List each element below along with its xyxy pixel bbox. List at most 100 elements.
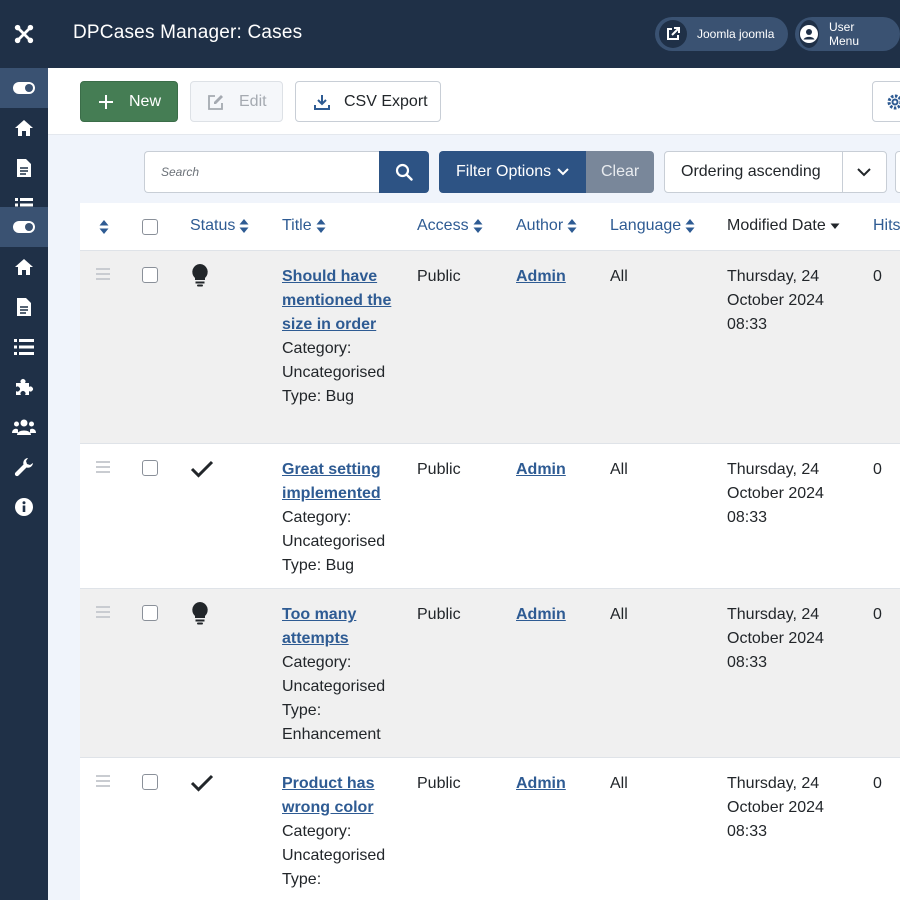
user-menu-button[interactable]: User Menu [795, 17, 900, 51]
table-row[interactable]: Great setting implemented Category: Unca… [80, 444, 900, 589]
sidebar-item-menus-2[interactable] [0, 327, 48, 367]
language-cell: All [610, 775, 628, 792]
sidebar-item-system[interactable] [0, 447, 48, 487]
case-title-link[interactable]: Too many attempts [282, 606, 357, 647]
lightbulb-icon[interactable] [190, 263, 210, 292]
sort-icon [567, 219, 577, 233]
case-title-link[interactable]: Great setting implemented [282, 461, 381, 502]
select-divider [842, 152, 843, 192]
title-cell: Great setting implemented Category: Unca… [282, 458, 394, 578]
sidebar-toggle[interactable] [0, 68, 48, 108]
check-icon[interactable] [190, 460, 214, 483]
author-link[interactable]: Admin [516, 775, 566, 792]
access-cell: Public [417, 775, 461, 792]
column-author[interactable]: Author [516, 217, 577, 235]
column-hits[interactable]: Hits [873, 217, 900, 235]
sidebar [0, 68, 48, 900]
case-title-link[interactable]: Product has wrong color [282, 775, 375, 816]
table-row[interactable]: Should have mentioned the size in order … [80, 251, 900, 444]
list-limit-select[interactable] [895, 151, 900, 193]
joomla-logo[interactable] [0, 0, 48, 68]
title-cell: Too many attempts Category: Uncategorise… [282, 603, 394, 747]
lightbulb-icon[interactable] [190, 601, 210, 630]
column-language-label: Language [610, 217, 682, 234]
ordering-value: Ordering ascending [681, 163, 821, 180]
column-title[interactable]: Title [282, 217, 326, 235]
site-link-button[interactable]: Joomla joomla [655, 17, 789, 51]
edit-icon [208, 94, 223, 110]
plus-icon [99, 94, 113, 109]
users-icon [12, 419, 36, 435]
table-header: Status Title Access Author Language Modi… [80, 203, 900, 251]
sidebar-item-extensions[interactable] [0, 367, 48, 407]
row-checkbox[interactable] [142, 774, 158, 790]
table-row[interactable]: Too many attempts Category: Uncategorise… [80, 589, 900, 758]
ordering-sort-header[interactable] [99, 219, 109, 235]
author-link[interactable]: Admin [516, 606, 566, 623]
sidebar-item-content-2[interactable] [0, 287, 48, 327]
search-input[interactable] [144, 151, 380, 193]
sidebar-item-home[interactable] [0, 108, 48, 148]
column-status[interactable]: Status [190, 217, 249, 235]
external-link-icon [659, 20, 687, 48]
row-checkbox[interactable] [142, 460, 158, 476]
drag-handle-icon[interactable] [96, 775, 110, 790]
drag-handle-icon[interactable] [96, 461, 110, 476]
language-cell: All [610, 268, 628, 285]
csv-export-button[interactable]: CSV Export [295, 81, 441, 122]
author-link[interactable]: Admin [516, 461, 566, 478]
sidebar-item-menus[interactable] [0, 188, 48, 208]
column-modified-label: Modified Date [727, 217, 826, 234]
column-language[interactable]: Language [610, 217, 695, 235]
hits-cell: 0 [873, 268, 882, 285]
case-type: Type: Bug [282, 388, 355, 405]
column-author-label: Author [516, 217, 564, 234]
chevron-down-icon [857, 168, 871, 177]
ordering-select[interactable]: Ordering ascending [664, 151, 887, 193]
caret-down-icon [830, 223, 840, 229]
home-icon [15, 259, 33, 275]
list-icon [15, 198, 33, 207]
column-status-label: Status [190, 217, 236, 234]
top-header: DPCases Manager: Cases Joomla joomla Use… [0, 0, 900, 68]
filter-options-button[interactable]: Filter Options [439, 151, 586, 193]
new-button-label: New [129, 92, 162, 110]
sort-icon [685, 219, 695, 233]
drag-handle-icon[interactable] [96, 268, 110, 283]
list-icon [14, 339, 34, 355]
modified-date-cell: Thursday, 24 October 2024 08:33 [727, 775, 824, 840]
sidebar-item-content[interactable] [0, 148, 48, 188]
clear-button[interactable]: Clear [586, 151, 654, 193]
row-checkbox[interactable] [142, 267, 158, 283]
wrench-icon [14, 458, 33, 477]
title-cell: Product has wrong color Category: Uncate… [282, 772, 394, 892]
sort-icon [316, 219, 326, 233]
options-button[interactable] [872, 81, 900, 122]
new-button[interactable]: New [80, 81, 178, 122]
search-button[interactable] [379, 151, 429, 193]
row-checkbox[interactable] [142, 605, 158, 621]
sidebar-toggle-2[interactable] [0, 207, 48, 247]
check-icon[interactable] [190, 774, 214, 797]
author-link[interactable]: Admin [516, 268, 566, 285]
column-access[interactable]: Access [417, 217, 483, 235]
edit-button[interactable]: Edit [190, 81, 283, 122]
column-modified-date[interactable]: Modified Date [727, 217, 840, 235]
case-title-link[interactable]: Should have mentioned the size in order [282, 268, 392, 333]
modified-date-cell: Thursday, 24 October 2024 08:33 [727, 268, 824, 333]
sidebar-item-users[interactable] [0, 407, 48, 447]
author-cell: Admin [516, 603, 566, 627]
joomla-logo-icon [14, 24, 34, 44]
csv-export-label: CSV Export [344, 92, 428, 110]
info-icon [15, 498, 33, 516]
sidebar-item-home-2[interactable] [0, 247, 48, 287]
filter-options-label: Filter Options [456, 163, 552, 180]
sidebar-item-help[interactable] [0, 487, 48, 527]
drag-handle-icon[interactable] [96, 606, 110, 621]
table-row[interactable]: Product has wrong color Category: Uncate… [80, 758, 900, 900]
sort-icon [473, 219, 483, 233]
access-cell: Public [417, 606, 461, 623]
select-all-checkbox[interactable] [142, 219, 158, 235]
title-cell: Should have mentioned the size in order … [282, 265, 394, 409]
gear-icon [887, 94, 900, 109]
